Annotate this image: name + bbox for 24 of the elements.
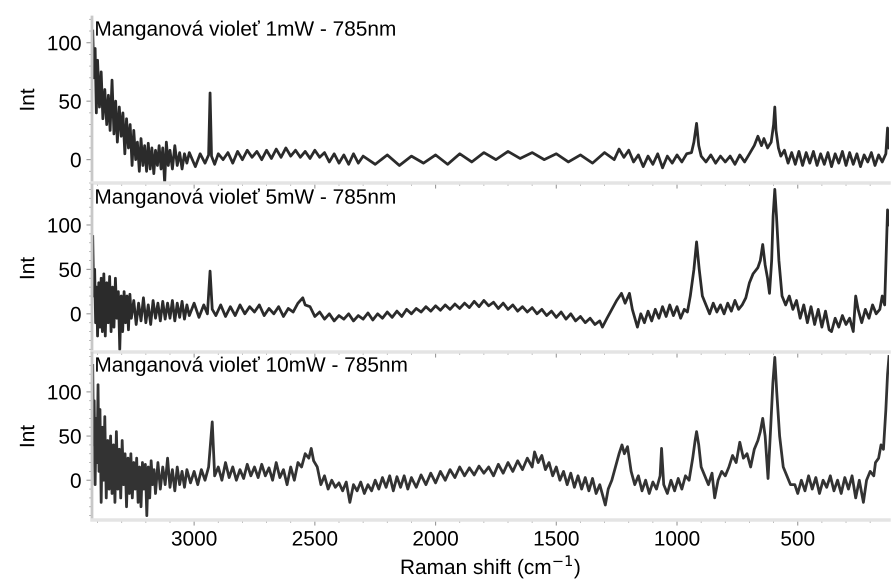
x-tick-label: 2500 xyxy=(292,530,338,546)
y-tick-label: 100 xyxy=(48,36,81,50)
y-tick-label: 0 xyxy=(70,306,81,322)
line-series xyxy=(92,188,889,351)
y-tick-label: 0 xyxy=(70,152,81,168)
y-tick-label: 50 xyxy=(59,262,81,278)
x-axis-title: Raman shift (cm$^{−1}$) xyxy=(402,555,580,578)
y-axis-title: Int xyxy=(20,425,34,446)
y-tick-label: 100 xyxy=(48,218,81,233)
y-tick-label: 50 xyxy=(59,94,81,109)
x-tick-label: 1500 xyxy=(534,530,579,546)
y-tick-label: 50 xyxy=(59,429,81,444)
x-tick-label: 500 xyxy=(781,530,814,546)
x-tick-label: 3000 xyxy=(172,530,216,546)
x-tick-label: 2000 xyxy=(413,530,458,546)
chart-title: Manganová violeť 5mW - 785nm xyxy=(96,188,395,208)
y-tick-label: 0 xyxy=(70,473,81,488)
y-tick-label: 100 xyxy=(48,384,81,400)
y-axis-title: Int xyxy=(20,257,34,278)
chart-title: Manganová violeť 10mW - 785nm xyxy=(96,356,407,376)
x-tick-label: 1000 xyxy=(655,530,700,546)
y-axis-title: Int xyxy=(20,88,34,110)
line-series xyxy=(92,355,889,517)
chart-title: Manganová violeť 1mW - 785nm xyxy=(96,20,395,40)
